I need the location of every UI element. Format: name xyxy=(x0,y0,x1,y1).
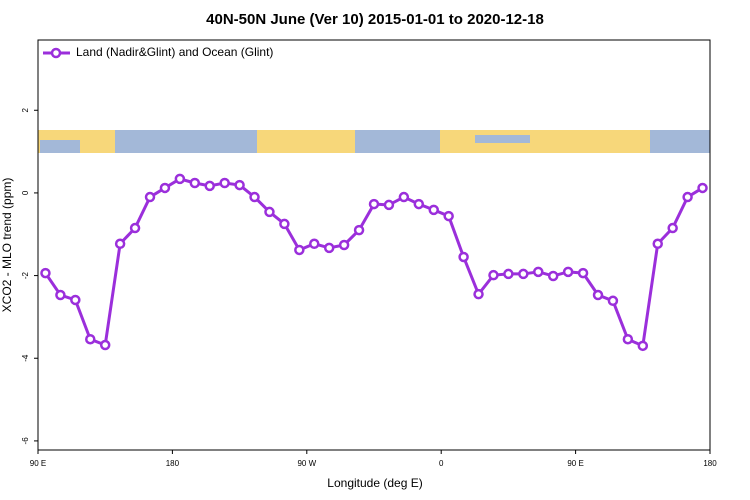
data-point xyxy=(309,238,320,250)
data-point xyxy=(473,288,484,300)
data-point xyxy=(159,182,171,194)
data-point xyxy=(144,191,156,203)
data-point xyxy=(129,222,141,234)
data-point xyxy=(249,191,260,203)
ocean xyxy=(475,135,530,143)
data-point xyxy=(294,244,305,256)
plot-frame xyxy=(37,39,711,451)
y-tick-label: -6 xyxy=(21,437,30,445)
legend-label: Land (Nadir&Glint) and Ocean (Glint) xyxy=(76,45,273,59)
data-point xyxy=(562,266,574,278)
data-point xyxy=(114,238,126,250)
data-point xyxy=(264,206,275,218)
y-tick-label: 2 xyxy=(21,107,30,112)
data-point xyxy=(682,191,693,203)
data-point xyxy=(667,222,678,234)
data-point xyxy=(189,177,201,189)
data-point xyxy=(279,218,290,230)
y-tick-label: 0 xyxy=(21,190,30,195)
data-point xyxy=(518,268,529,280)
x-axis-label: Longitude (deg E) xyxy=(327,476,422,490)
data-point xyxy=(428,204,439,216)
data-point xyxy=(368,198,380,210)
x-tick-label: 0 xyxy=(439,459,444,468)
x-tick-label: 180 xyxy=(166,459,180,468)
data-point xyxy=(637,340,649,352)
data-point xyxy=(219,177,230,189)
data-point xyxy=(413,198,425,210)
data-point xyxy=(55,289,66,301)
land xyxy=(440,130,650,153)
y-tick-label: -4 xyxy=(21,354,30,362)
map-strip xyxy=(38,130,710,153)
x-tick-label: 90 W xyxy=(297,459,316,468)
data-point xyxy=(622,333,634,345)
data-point xyxy=(697,182,708,194)
x-tick-label: 180 xyxy=(703,459,717,468)
data-point xyxy=(70,294,81,306)
data-point xyxy=(607,295,619,307)
land xyxy=(257,130,355,153)
data-point xyxy=(99,339,111,351)
chart-title: 40N-50N June (Ver 10) 2015-01-01 to 2020… xyxy=(206,11,544,28)
data-point xyxy=(353,224,365,236)
data-point xyxy=(174,173,186,185)
data-point xyxy=(577,267,589,279)
data-point xyxy=(40,267,51,279)
data-point xyxy=(443,210,454,222)
data-point xyxy=(234,179,245,191)
data-point xyxy=(204,180,215,192)
ocean xyxy=(40,140,80,153)
data-point xyxy=(458,251,469,263)
data-point xyxy=(547,270,559,282)
data-point xyxy=(592,289,604,301)
y-axis-label: XCO2 - MLO trend (ppm) xyxy=(0,178,14,313)
data-point xyxy=(383,199,395,211)
data-point xyxy=(85,333,96,345)
data-point xyxy=(652,238,663,250)
data-point xyxy=(338,239,350,251)
data-point xyxy=(503,268,514,280)
data-point xyxy=(488,269,499,281)
data-point xyxy=(533,266,544,278)
data-point xyxy=(323,242,335,254)
data-point xyxy=(398,191,410,203)
x-tick-label: 90 E xyxy=(567,459,583,468)
x-tick-label: 90 E xyxy=(30,459,46,468)
legend-marker xyxy=(50,47,62,59)
y-tick-label: -2 xyxy=(21,271,30,279)
